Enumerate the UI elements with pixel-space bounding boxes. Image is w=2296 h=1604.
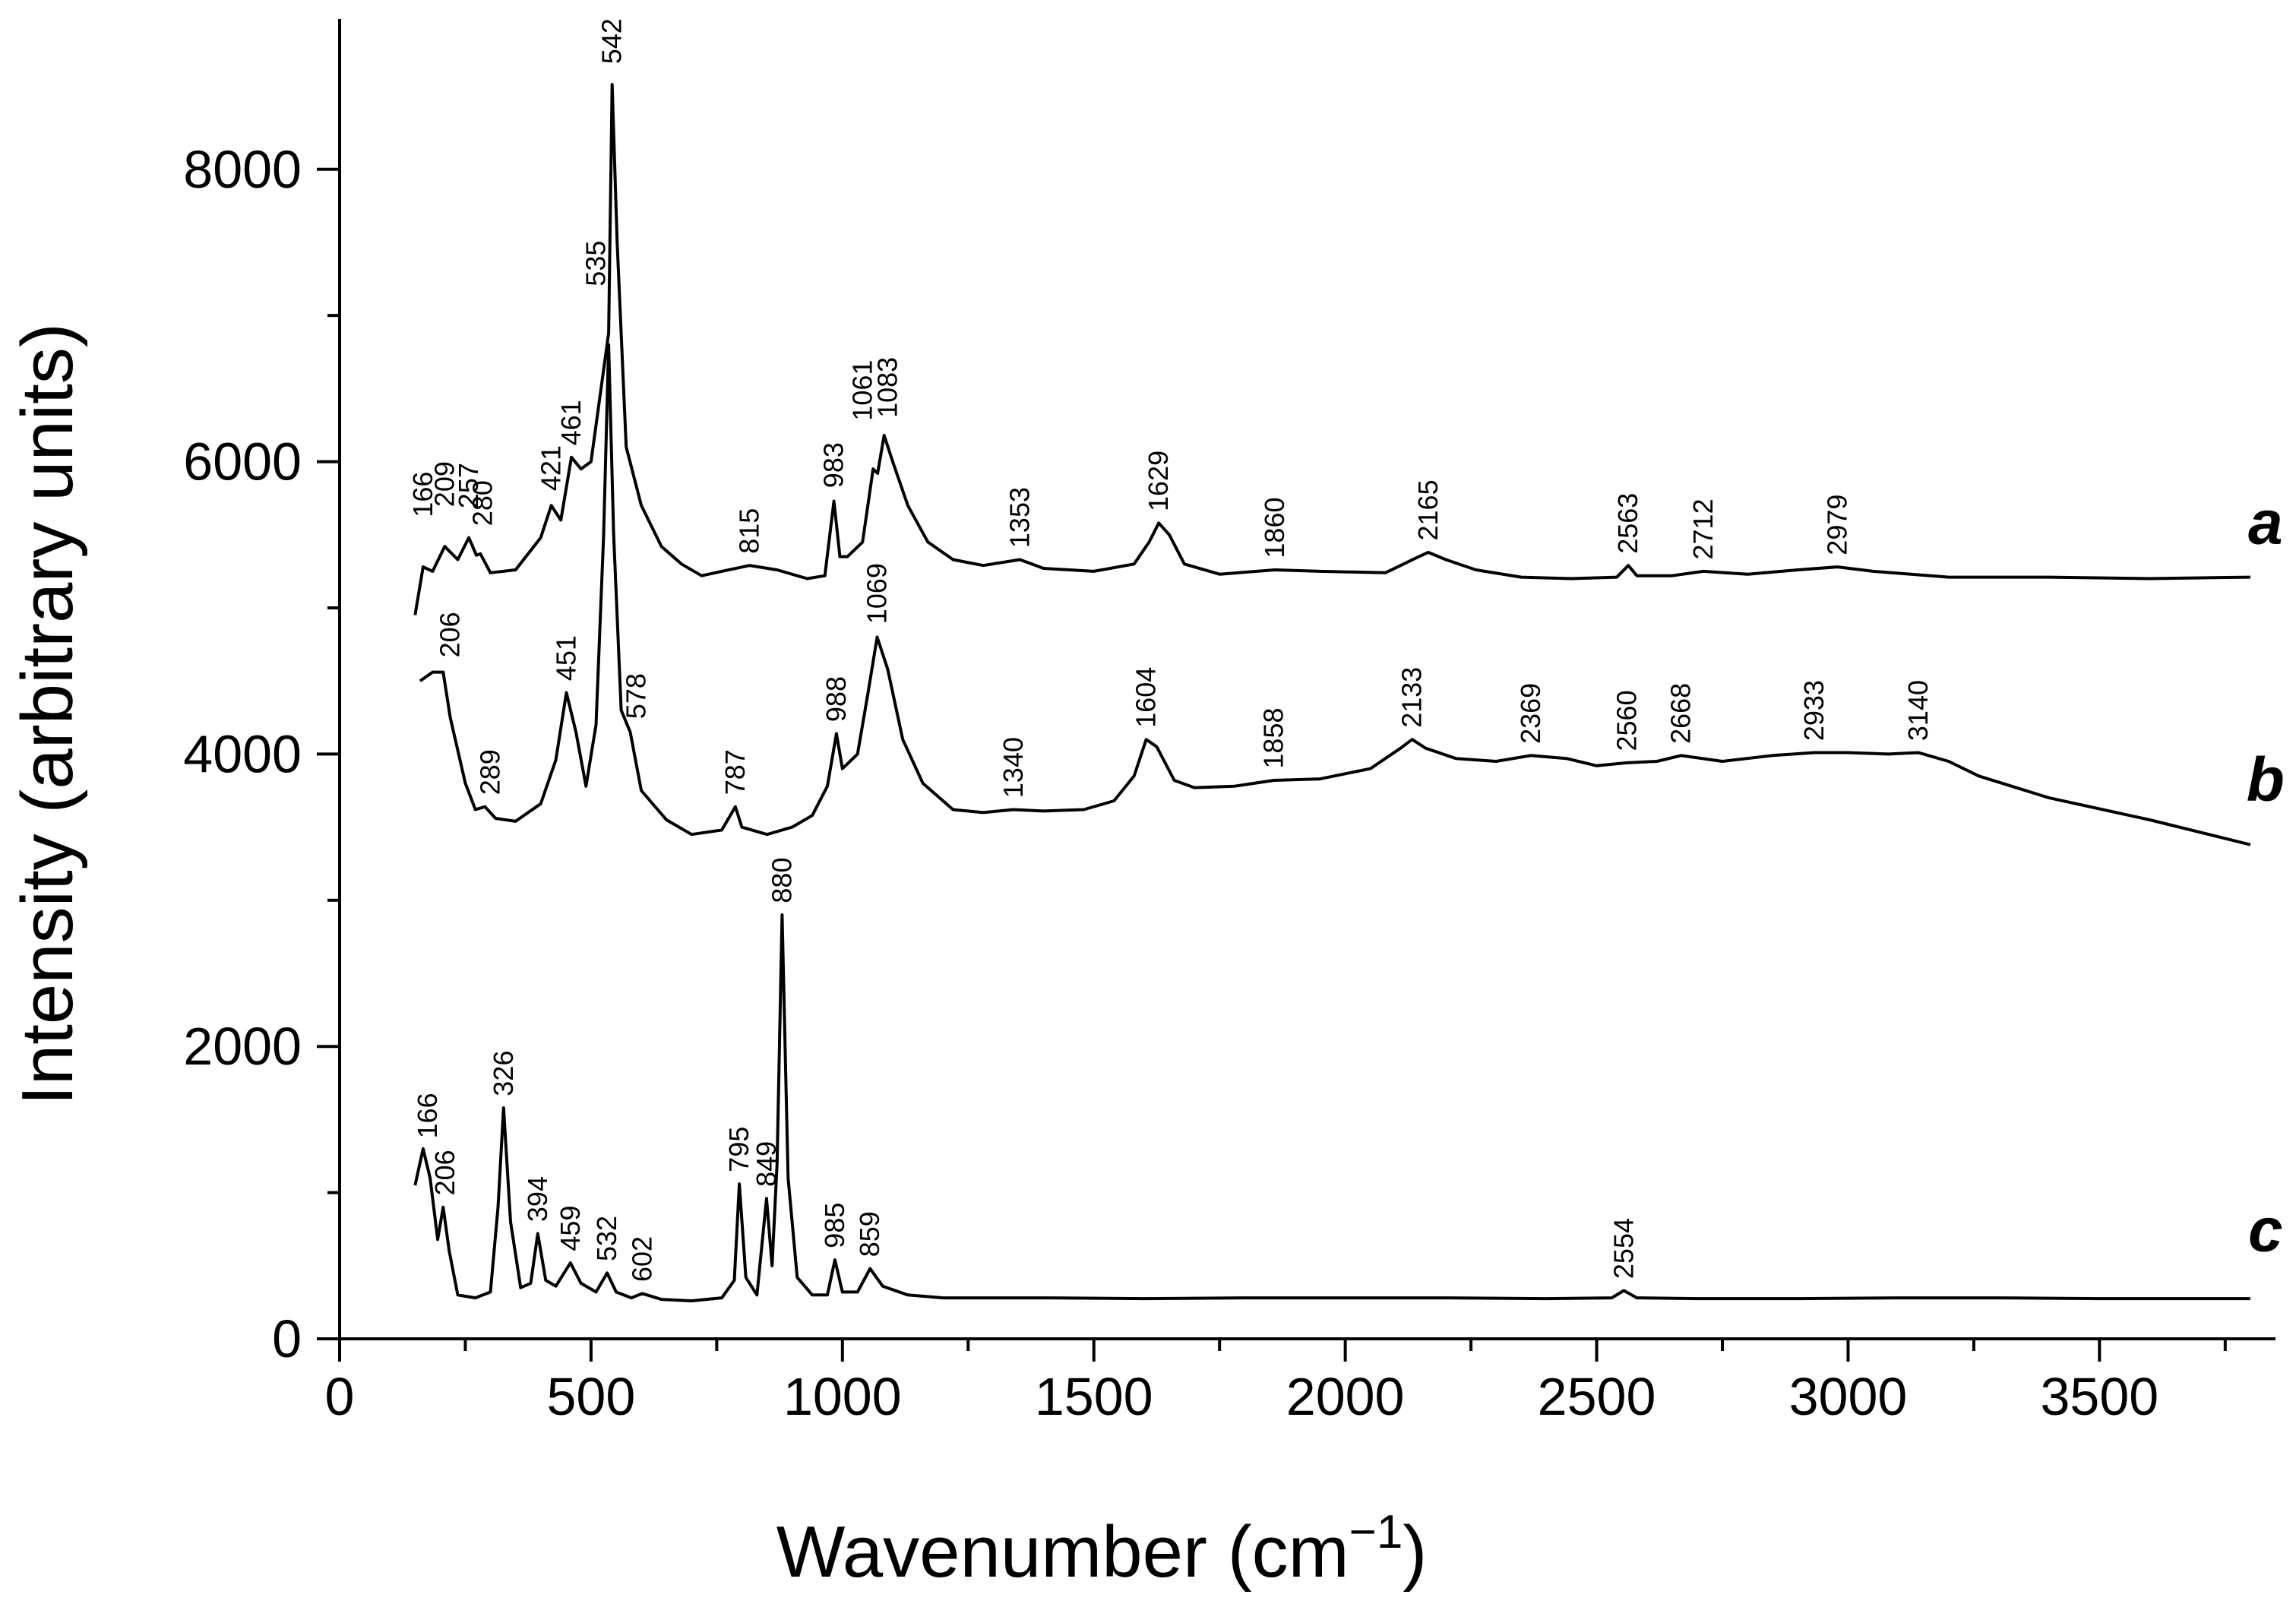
x-axis-title-end: ) (1403, 1511, 1427, 1593)
peak-label-a: 421 (536, 445, 567, 491)
y-tick-label: 2000 (183, 1017, 302, 1076)
series-layer: a b c (413, 83, 2285, 1302)
peak-label-b: 2369 (1515, 683, 1546, 744)
peak-label-c: 985 (819, 1203, 850, 1248)
peak-label-c: 795 (723, 1127, 754, 1172)
x-tick-label: 2000 (1286, 1367, 1405, 1426)
x-tick-label: 1000 (783, 1367, 902, 1426)
peak-label-b: 1069 (862, 563, 893, 624)
y-tick-label: 0 (272, 1309, 302, 1368)
x-tick-label: 2500 (1538, 1367, 1656, 1426)
peak-label-b: 2933 (1798, 680, 1830, 741)
series-c-label: c (2248, 1196, 2283, 1265)
x-tick-label: 500 (547, 1367, 636, 1426)
peak-annotations: 1662092572804214615355428159831061108313… (407, 18, 1934, 1282)
peak-label-b: 578 (621, 673, 652, 719)
axes: 0 500 1000 1500 2000 2500 3000 3500 0 2000 4000 600… (183, 19, 2275, 1426)
peak-label-a: 1061 (846, 360, 878, 421)
peak-label-a: 1629 (1143, 451, 1174, 511)
peak-label-c: 532 (591, 1216, 622, 1261)
peak-label-c: 2554 (1608, 1218, 1639, 1279)
peak-label-b: 1858 (1258, 708, 1289, 769)
peak-label-a: 1860 (1259, 498, 1290, 558)
peak-label-a: 461 (555, 400, 587, 445)
peak-label-a: 257 (453, 463, 484, 508)
peak-label-c: 849 (751, 1141, 782, 1187)
peak-label-a: 815 (733, 508, 764, 554)
peak-label-b: 289 (475, 749, 506, 795)
peak-label-b: 1604 (1131, 667, 1162, 728)
peak-label-a: 1083 (871, 357, 903, 418)
x-tick-label: 1500 (1035, 1367, 1153, 1426)
peak-label-b: 3140 (1902, 680, 1934, 741)
peak-label-b: 988 (821, 676, 852, 722)
peak-label-b: 1340 (998, 737, 1029, 798)
peak-label-a: 2165 (1412, 479, 1444, 540)
series-a-line (413, 83, 2250, 615)
peak-label-c: 602 (626, 1236, 657, 1282)
peak-label-a: 2979 (1822, 495, 1853, 555)
peak-label-c: 859 (854, 1211, 885, 1257)
peak-label-b: 787 (719, 749, 751, 795)
x-axis-title-superscript: −1 (1349, 1506, 1403, 1558)
peak-label-a: 983 (818, 442, 849, 488)
y-tick-label: 8000 (183, 140, 302, 199)
y-axis-title: Intensity (arbitrary units) (7, 323, 88, 1106)
peak-label-a: 280 (467, 480, 498, 526)
peak-label-a: 2563 (1612, 493, 1643, 554)
peak-label-a: 1353 (1004, 487, 1035, 548)
peak-label-b: 2560 (1611, 690, 1642, 751)
y-tick-label: 6000 (183, 432, 302, 492)
peak-label-c: 459 (555, 1206, 586, 1251)
series-b-label: b (2247, 745, 2285, 815)
peak-label-b: 2668 (1665, 683, 1697, 744)
series-a-label: a (2248, 488, 2283, 557)
peak-label-b: 2133 (1396, 667, 1428, 728)
series-c-line (413, 913, 2250, 1302)
x-axis-title-main: Wavenumber (cm (776, 1511, 1349, 1593)
peak-label-c: 394 (522, 1176, 553, 1222)
peak-label-c: 880 (766, 858, 797, 903)
peak-label-a: 535 (580, 241, 612, 286)
peak-label-a: 542 (596, 18, 628, 64)
peak-label-a: 209 (429, 461, 460, 507)
x-tick-label: 3000 (1789, 1367, 1908, 1426)
peak-label-c: 206 (429, 1150, 460, 1195)
peak-label-a: 2712 (1687, 498, 1719, 559)
series-b-line (419, 343, 2251, 846)
y-tick-label: 4000 (183, 724, 302, 783)
peak-label-b: 451 (551, 635, 582, 681)
peak-label-a: 166 (407, 472, 438, 517)
x-tick-label: 3500 (2040, 1367, 2158, 1426)
peak-label-c: 166 (412, 1093, 443, 1138)
x-axis-title: Wavenumber (cm−1) (776, 1506, 1428, 1593)
peak-label-b: 206 (435, 612, 466, 657)
peak-label-c: 326 (488, 1051, 519, 1096)
x-tick-label: 0 (325, 1367, 355, 1426)
